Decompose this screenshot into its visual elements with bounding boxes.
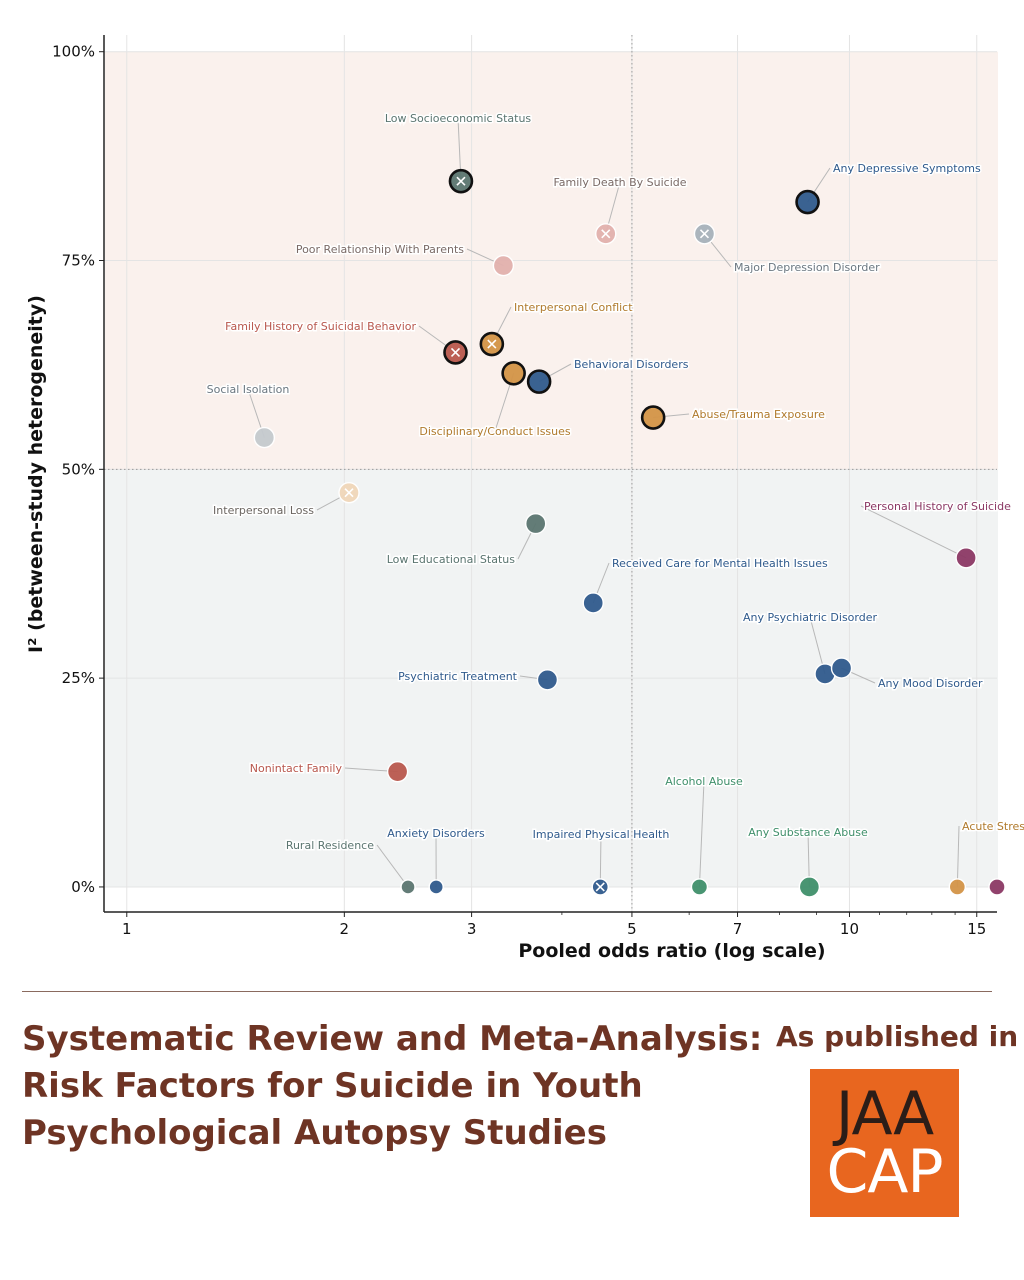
point-low-educational-status	[525, 512, 547, 535]
point-any-substance-abuse	[798, 876, 821, 898]
data-label: Family Death By Suicide	[553, 176, 686, 189]
point-marker-x	[487, 339, 497, 349]
x-axis-label: Pooled odds ratio (log scale)	[518, 940, 825, 962]
point-personal-history-of-suicide	[955, 547, 977, 569]
point-abuse-trauma-exposure	[640, 405, 666, 430]
data-label: Personal History of Suicide	[864, 500, 1011, 513]
leader-line	[860, 505, 967, 559]
y-tick-label: 100%	[52, 43, 95, 61]
point-behavioral-disorders	[526, 369, 552, 394]
data-label: Any Psychiatric Disorder	[743, 611, 878, 624]
data-label: Rural Residence	[286, 839, 374, 852]
scatter-chart: 1 2 3 5 7 10 15 0% 25% 50% 75% 100% Pooled odds rati…	[25, 35, 1024, 962]
point-psychiatric-treatment	[536, 669, 559, 691]
x-tick-label: 5	[627, 920, 637, 938]
data-label: Family History of Suicidal Behavior	[225, 320, 416, 333]
x-tick-label: 1	[122, 920, 132, 938]
data-label: Alcohol Abuse	[665, 775, 743, 788]
data-label: Major Depression Disorder	[734, 261, 880, 274]
y-tick-label: 50%	[62, 460, 95, 478]
logo-text-bottom: CAP	[826, 1137, 943, 1207]
point-received-care-for-mental-health-issues	[582, 592, 604, 614]
y-axis-label: I² (between-study heterogeneity)	[25, 295, 47, 653]
leader-line	[599, 833, 602, 887]
data-label: Anxiety Disorders	[387, 827, 485, 840]
point-disciplinary-conduct-issues	[501, 360, 526, 386]
journal-logo[interactable]: JAA CAP	[810, 1069, 959, 1217]
x-tick-label: 3	[467, 920, 477, 938]
point-marker-x	[344, 488, 354, 498]
point-marker-x	[595, 882, 605, 892]
data-label: Interpersonal Conflict	[514, 301, 633, 314]
point-any-depressive-symptoms	[795, 189, 820, 215]
point-anxiety-disorders	[428, 879, 444, 895]
point-marker-x	[450, 347, 461, 357]
point-marker-x	[699, 229, 710, 239]
x-tick-label: 10	[840, 920, 859, 938]
x-tick-label: 7	[733, 920, 743, 938]
data-label: Nonintact Family	[250, 762, 343, 775]
data-label: Psychiatric Treatment	[398, 670, 518, 683]
plot-area: Low Socioeconomic Status Family Death By …	[205, 111, 1024, 898]
data-label: Behavioral Disorders	[574, 358, 689, 371]
leader-line	[956, 825, 960, 887]
y-tick-label: 25%	[62, 669, 95, 687]
data-label: Any Depressive Symptoms	[833, 162, 981, 175]
data-label: Any Mood Disorder	[878, 677, 983, 690]
data-label: Social Isolation	[207, 383, 290, 396]
point-poor-relationship-with-parents	[492, 254, 515, 277]
point-marker-x	[456, 176, 466, 186]
point-alcohol-abuse	[690, 878, 709, 896]
point-marker-x	[601, 229, 611, 239]
data-label: Abuse/Trauma Exposure	[692, 408, 825, 421]
x-tick-label: 2	[340, 920, 350, 938]
leader-line	[698, 780, 705, 887]
point-acute-stressful-event	[948, 878, 967, 896]
published-in-label: As published in	[776, 1020, 1019, 1053]
article-title: Systematic Review and Meta-Analysis: Ris…	[22, 1019, 763, 1153]
x-tick-label: 15	[967, 920, 986, 938]
data-label: Acute Stressful Event	[962, 820, 1024, 833]
logo-text-top: JAA	[835, 1079, 934, 1149]
leader-line	[376, 844, 409, 888]
data-label: Received Care for Mental Health Issues	[612, 557, 828, 570]
point-nonintact-family	[386, 760, 409, 783]
point-any-mood-disorder	[830, 657, 853, 679]
data-label: Poor Relationship With Parents	[296, 243, 464, 256]
data-label: Interpersonal Loss	[213, 504, 314, 517]
y-tick-label: 75%	[62, 252, 95, 270]
point-social-isolation	[253, 426, 276, 449]
footer-divider	[22, 991, 992, 992]
y-tick-label: 0%	[71, 878, 95, 896]
point-extreme-right-point	[988, 878, 1006, 896]
data-label: Disciplinary/Conduct Issues	[419, 425, 571, 438]
data-label: Any Substance Abuse	[748, 826, 868, 839]
data-label: Impaired Physical Health	[533, 828, 670, 841]
data-label: Low Educational Status	[387, 553, 516, 566]
data-label: Low Socioeconomic Status	[385, 112, 532, 125]
point-rural-residence	[400, 879, 416, 895]
